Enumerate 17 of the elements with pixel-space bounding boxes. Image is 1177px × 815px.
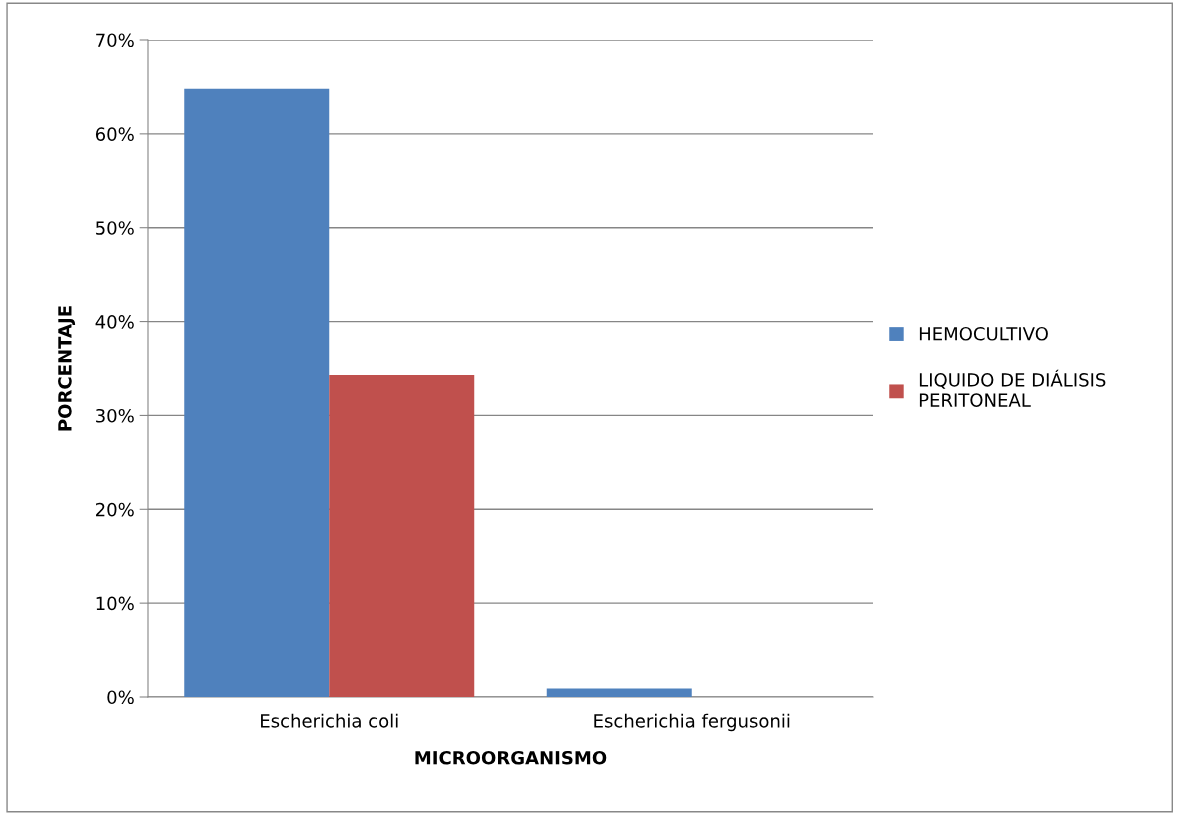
x-tick-label: Escherichia fergusonii — [594, 713, 790, 732]
y-tick-label: 40% — [95, 315, 134, 329]
x-tick-label: Escherichia coli — [261, 713, 398, 728]
y-tick-label: 20% — [96, 502, 134, 517]
bar — [546, 688, 692, 697]
legend-label: HEMOCULTIVO — [919, 326, 1048, 341]
bar — [329, 375, 475, 697]
bar — [184, 88, 330, 697]
y-tick-label: 30% — [96, 408, 134, 423]
y-tick-label: 0% — [107, 690, 134, 705]
x-axis-title: MICROORGANISMO — [415, 750, 607, 765]
y-tick-label: 60% — [95, 127, 134, 141]
y-tick-label: 10% — [96, 596, 134, 611]
y-axis-title: PORCENTAJE — [58, 306, 76, 431]
y-tick-label: 50% — [96, 221, 134, 235]
legend-label: LIQUIDO DE DIÁLISIS PERITONEAL — [919, 369, 1106, 407]
y-tick-label: 70% — [96, 33, 134, 48]
